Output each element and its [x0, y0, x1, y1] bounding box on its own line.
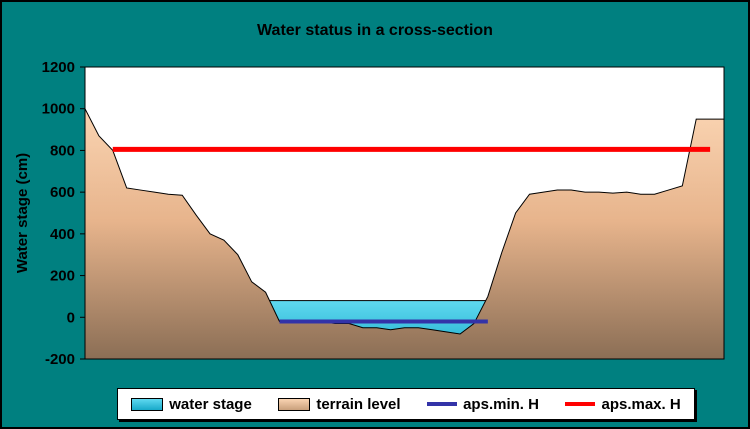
y-tick-label: 800 — [50, 142, 75, 159]
legend-swatch-terrain — [278, 397, 311, 411]
y-tick-label: 0 — [67, 309, 75, 326]
legend-item-water-stage: water stage — [131, 396, 252, 413]
legend-line-aps-max — [565, 402, 596, 406]
y-tick-label: -200 — [45, 351, 75, 368]
y-tick-label: 200 — [50, 268, 75, 285]
legend-line-aps-min — [427, 402, 458, 406]
y-tick-label: 1200 — [42, 59, 75, 76]
legend-label: terrain level — [316, 395, 401, 413]
y-axis-label: Water stage (cm) — [14, 153, 31, 273]
terrain-level-area — [84, 108, 725, 360]
legend-item-aps-max: aps.max. H — [565, 395, 681, 413]
legend-item-terrain-level: terrain level — [278, 395, 401, 413]
legend: water stage terrain level aps.min. H aps… — [117, 388, 695, 420]
y-tick-label: 400 — [50, 226, 75, 243]
legend-swatch-water — [131, 397, 164, 411]
legend-label: aps.max. H — [601, 395, 681, 413]
legend-label: aps.min. H — [463, 395, 539, 413]
chart-title: Water status in a cross-section — [257, 22, 493, 39]
y-tick-label: 1000 — [42, 101, 75, 118]
y-tick-label: 600 — [50, 184, 75, 201]
legend-label: water stage — [169, 395, 252, 413]
legend-item-aps-min: aps.min. H — [427, 396, 539, 413]
